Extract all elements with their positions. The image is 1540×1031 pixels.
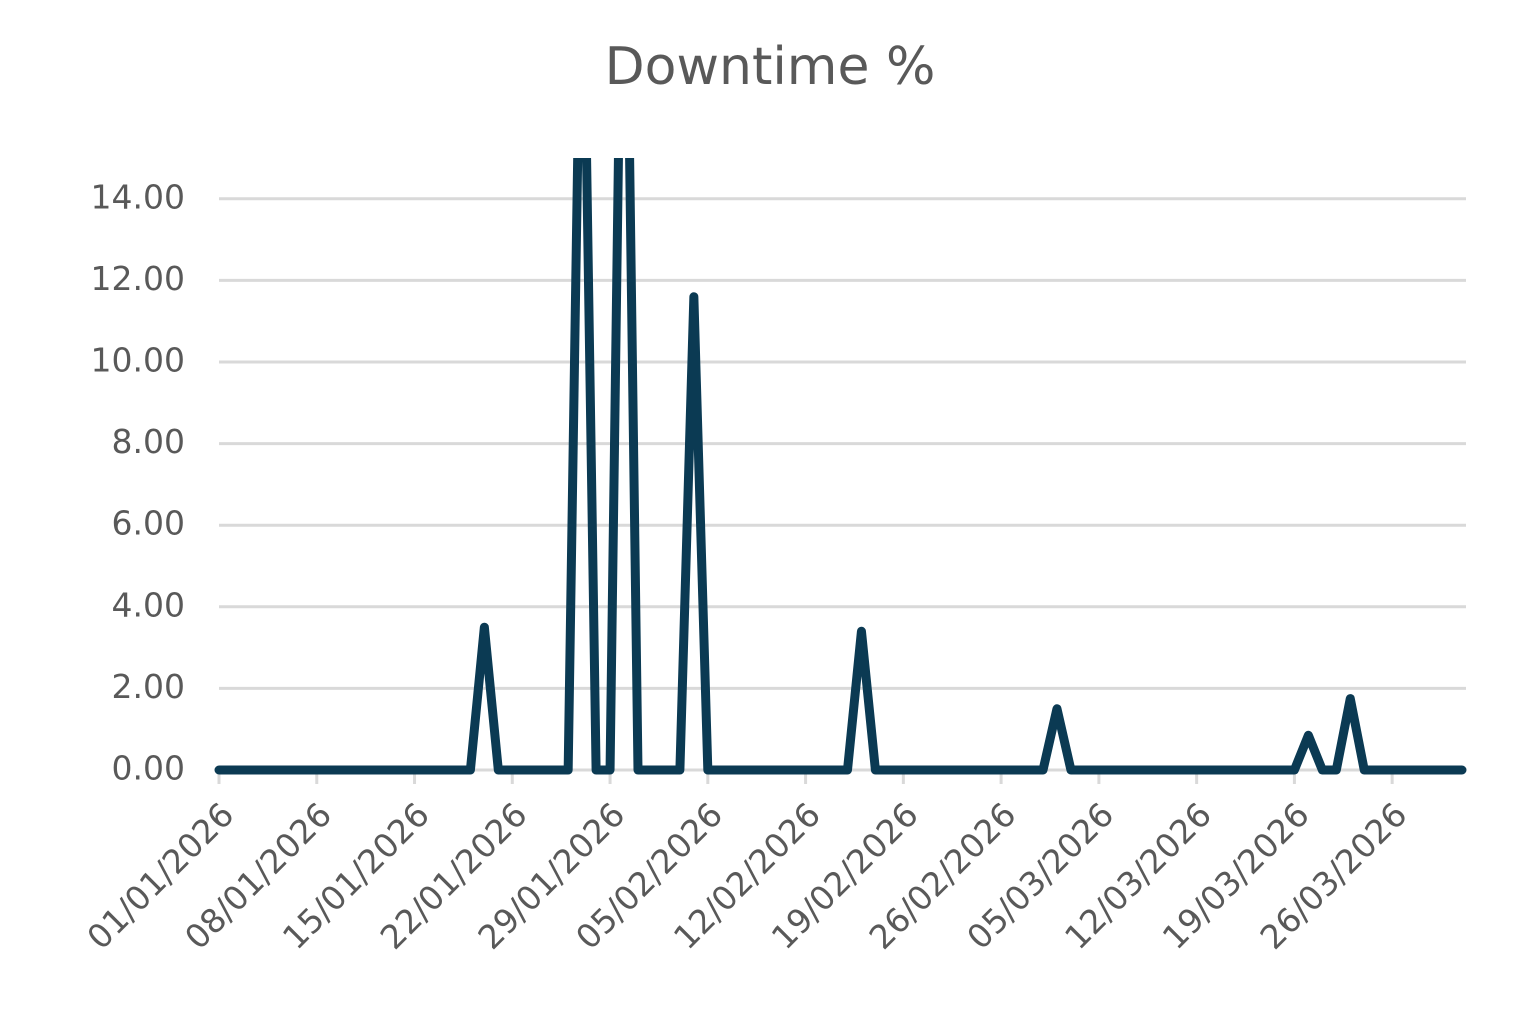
chart-title: Downtime %	[605, 37, 936, 97]
y-tick-label: 8.00	[112, 422, 185, 461]
y-tick-label: 14.00	[91, 177, 185, 216]
plot-area	[214, 158, 1467, 775]
y-tick-label: 12.00	[91, 259, 185, 298]
line	[214, 158, 1467, 775]
y-tick-label: 4.00	[112, 585, 185, 624]
y-tick-label: 10.00	[91, 341, 185, 380]
y-tick-label: 0.00	[112, 749, 185, 788]
y-tick-label: 2.00	[112, 667, 185, 706]
y-tick-label: 6.00	[112, 504, 185, 543]
